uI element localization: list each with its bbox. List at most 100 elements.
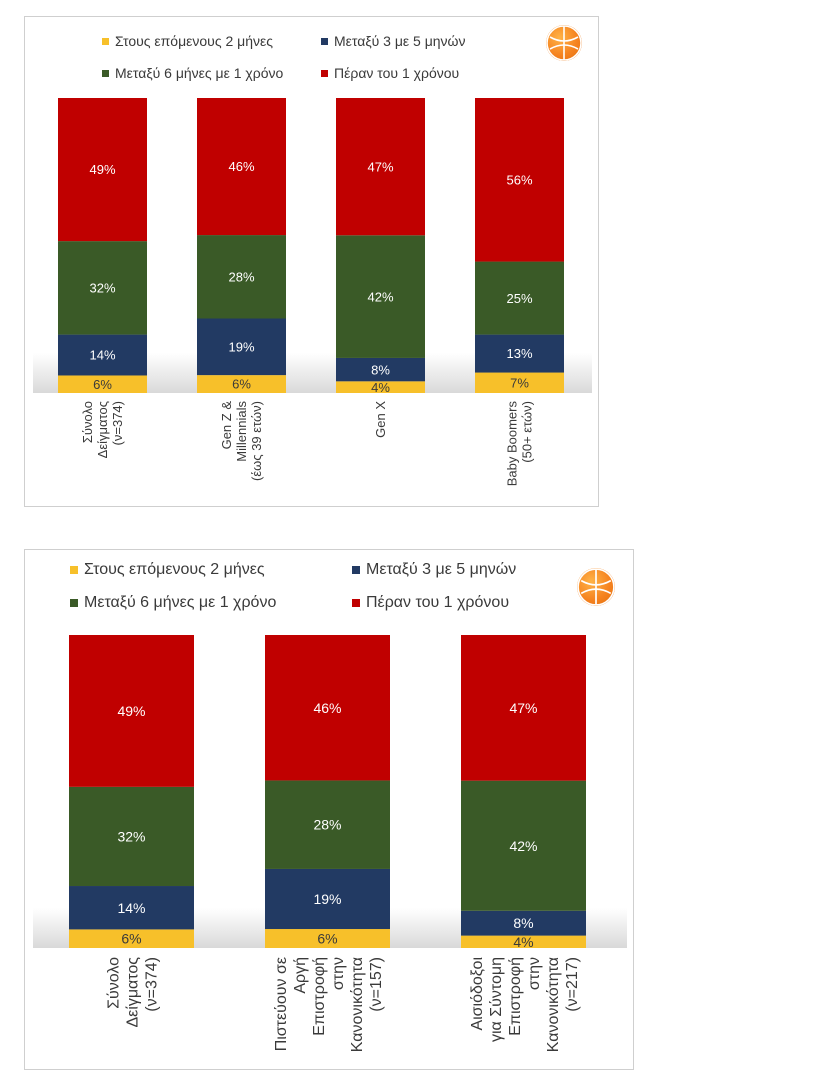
category-label-line: Πιστεύουν σε (273, 957, 290, 1051)
category-label-line: Αισιόδοξοι (469, 957, 486, 1031)
basketball-logo-icon (577, 568, 615, 606)
legend-label: Μεταξύ 3 με 5 μηνών (366, 561, 517, 578)
category-label: Baby Boomers (50+ ετών) (505, 401, 535, 487)
legend-label: Στους επόμενους 2 μήνες (84, 561, 265, 578)
data-label: 4% (513, 934, 533, 950)
legend-label: Μεταξύ 6 μήνες με 1 χρόνο (115, 65, 284, 81)
chart-panel-expectations: Στους επόμενους 2 μήνες Μεταξύ 3 με 5 μη… (24, 549, 634, 1070)
category-label: Πιστεύουν σε Αργή Επιστροφή στην Κανονικότητ… (273, 957, 385, 1052)
category-label-line: (50+ ετών) (520, 401, 535, 463)
bar-segment (336, 98, 425, 236)
bar-segment (197, 235, 286, 319)
bar-segment (336, 381, 425, 393)
data-label: 42% (367, 289, 393, 304)
bar-segment (475, 98, 564, 262)
legend-item-next-2-months: Στους επόμενους 2 μήνες (102, 33, 273, 49)
legend-item-next-2-months: Στους επόμενους 2 μήνες (70, 561, 265, 579)
bar-segment (265, 635, 390, 781)
data-label: 14% (117, 900, 145, 916)
category-label-line: Δείγματος (95, 401, 110, 458)
data-label: 6% (317, 931, 337, 947)
data-label: 56% (506, 172, 532, 187)
data-label: 49% (89, 162, 115, 177)
data-label: 32% (117, 828, 145, 844)
bar-segment (461, 935, 586, 948)
bar-segment (197, 375, 286, 393)
data-label: 6% (232, 377, 251, 392)
category-label-line: (ν=374) (110, 401, 125, 445)
bar-segment (265, 929, 390, 948)
data-label: 19% (228, 339, 254, 354)
category-label: Σύνολο Δείγματος (ν=374) (105, 957, 160, 1028)
bar-segment (475, 261, 564, 335)
bar-segment (475, 334, 564, 373)
data-label: 8% (371, 362, 390, 377)
bar-segment (265, 780, 390, 869)
bar-segment (336, 235, 425, 358)
category-label: Gen Z & Millennials (έως 39 ετών) (219, 401, 264, 481)
data-label: 8% (513, 915, 533, 931)
data-label: 47% (367, 159, 393, 174)
data-label: 25% (506, 291, 532, 306)
category-label-line: Κανονικότητα (349, 957, 366, 1052)
legend-label: Μεταξύ 6 μήνες με 1 χρόνο (84, 594, 277, 611)
legend-label: Πέραν του 1 χρόνου (334, 65, 460, 81)
data-label: 49% (117, 703, 145, 719)
category-label-line: για Σύντομη (488, 957, 505, 1042)
bar-segment (58, 334, 147, 376)
bar-segment (461, 910, 586, 936)
bar-segment (69, 929, 194, 948)
legend-item-3-to-5-months: Μεταξύ 3 με 5 μηνών (321, 33, 465, 49)
data-label: 28% (313, 817, 341, 833)
bar-segment (461, 780, 586, 911)
category-label-line: στην (330, 957, 347, 990)
legend-swatch-navy (321, 37, 328, 45)
stacked-bar-chart-generations: 6% 14% 32% 49% Σύνολο Δείγματος (ν=374) 6% 19% 28… (33, 98, 592, 487)
legend-label: Πέραν του 1 χρόνου (366, 594, 510, 611)
data-label: 4% (371, 380, 390, 395)
bar-segment (58, 375, 147, 393)
category-label-line: (ν=157) (368, 957, 385, 1012)
category-label-line: (ν=217) (564, 957, 581, 1012)
data-label: 28% (228, 269, 254, 284)
data-label: 7% (510, 375, 529, 390)
category-label: Gen X (373, 401, 388, 438)
legend-item-over-1-year: Πέραν του 1 χρόνου (321, 65, 459, 81)
legend-swatch-yellow (70, 566, 78, 574)
bar-segment (197, 318, 286, 376)
legend-item-6-months-to-1-year: Μεταξύ 6 μήνες με 1 χρόνο (102, 65, 283, 81)
category-label-line: στην (526, 957, 543, 990)
legend-item-over-1-year: Πέραν του 1 χρόνου (352, 594, 509, 612)
category-label-line: Αργή (292, 957, 309, 994)
category-label: Αισιόδοξοι για Σύντομη Επιστροφή στην Κανονι… (469, 957, 581, 1053)
bar-segment (58, 241, 147, 335)
data-label: 42% (509, 838, 537, 854)
legend-swatch-green (102, 69, 109, 77)
bar-segment (475, 372, 564, 393)
legend-item-3-to-5-months: Μεταξύ 3 με 5 μηνών (352, 561, 516, 579)
legend-swatch-red (352, 599, 360, 607)
bar-segment (336, 357, 425, 382)
category-label-line: Επιστροφή (507, 957, 524, 1036)
legend-label: Στους επόμενους 2 μήνες (115, 33, 273, 49)
data-label: 14% (89, 348, 115, 363)
data-label: 32% (89, 281, 115, 296)
category-label-line: Επιστροφή (311, 957, 328, 1036)
bar-segment (69, 886, 194, 930)
category-label-line: Millennials (234, 401, 249, 462)
data-label: 6% (93, 377, 112, 392)
category-label-line: Gen X (373, 401, 388, 438)
category-label-line: Δείγματος (124, 957, 141, 1028)
data-label: 13% (506, 346, 532, 361)
basketball-logo-icon (546, 25, 582, 61)
bar-segment (69, 786, 194, 887)
category-label-line: (έως 39 ετών) (249, 401, 264, 481)
legend-swatch-red (321, 69, 328, 77)
chart-panel-generations: Στους επόμενους 2 μήνες Μεταξύ 3 με 5 μη… (24, 16, 599, 507)
legend-swatch-yellow (102, 37, 109, 45)
category-label: Σύνολο Δείγματος (ν=374) (80, 401, 125, 458)
legend-swatch-green (70, 599, 78, 607)
legend-swatch-navy (352, 566, 360, 574)
category-label-line: Σύνολο (80, 401, 95, 443)
category-label-line: Σύνολο (105, 957, 122, 1009)
